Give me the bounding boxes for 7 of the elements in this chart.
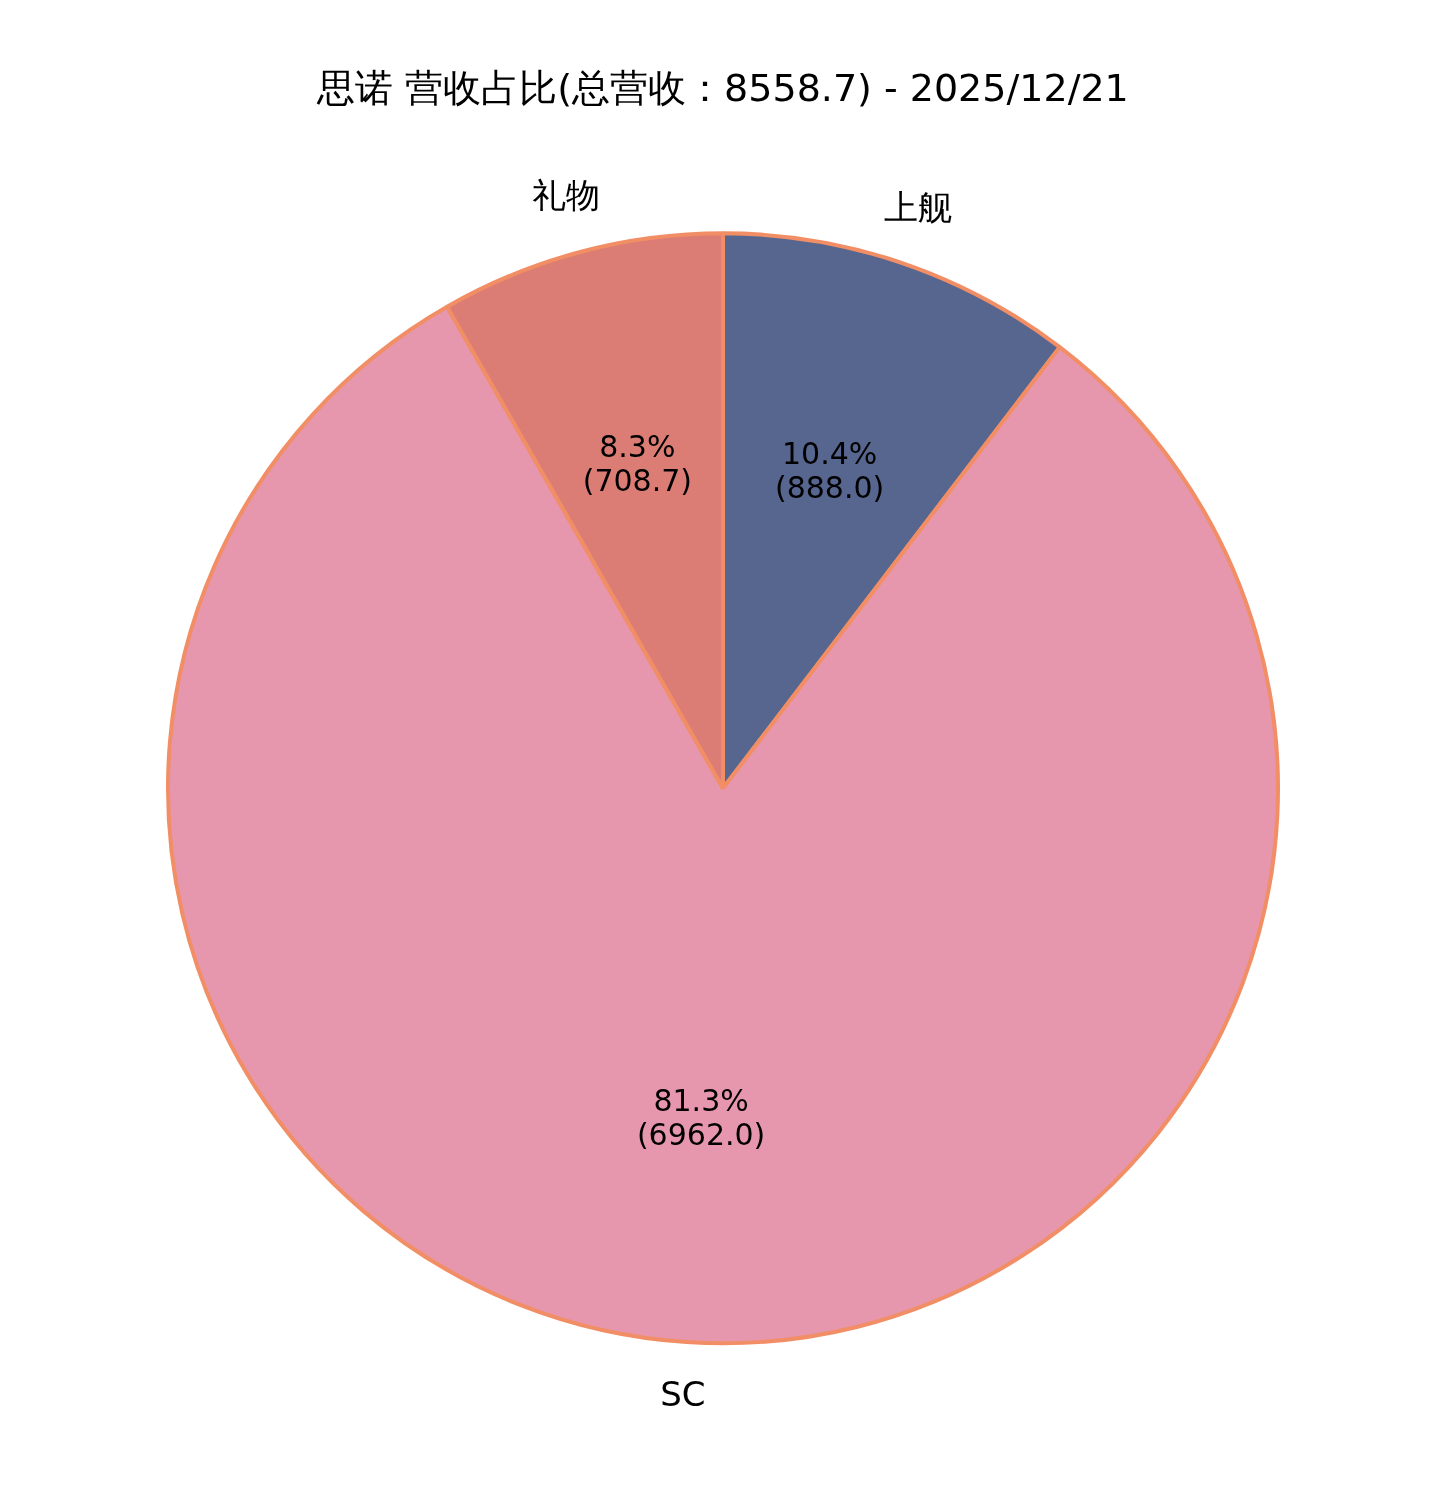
slice-label: SC	[660, 1374, 706, 1415]
slice-label: 上舰	[884, 186, 953, 227]
data-label: 10.4% (888.0)	[774, 435, 885, 505]
slice-label: 礼物	[531, 175, 600, 216]
data-label: 81.3% (6962.0)	[636, 1083, 766, 1153]
data-label: 8.3% (708.7)	[582, 429, 692, 499]
chart-title: 思诺 营收占比(总营收：8558.7) - 2025/12/21	[316, 65, 1129, 110]
